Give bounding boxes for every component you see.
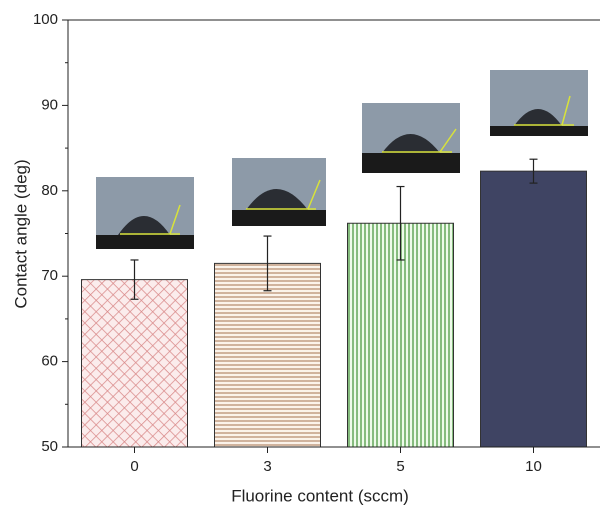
y-tick-label: 60 [41, 353, 58, 370]
y-tick-label: 90 [41, 96, 58, 113]
y-tick-label: 70 [41, 267, 58, 284]
inset-photo [96, 177, 194, 249]
x-tick-label: 3 [263, 458, 271, 475]
inset-photos [96, 70, 588, 249]
bar [480, 170, 587, 448]
x-tick-label: 10 [525, 458, 542, 475]
x-tick-label: 0 [130, 458, 138, 475]
y-tick-label: 80 [41, 182, 58, 199]
y-tick-label: 100 [33, 11, 58, 28]
x-axis-label: Fluorine content (sccm) [231, 486, 409, 505]
inset-photo [362, 103, 460, 173]
y-axis-label: Contact angle (deg) [11, 159, 30, 308]
y-tick-label: 50 [41, 438, 58, 455]
bar [214, 262, 321, 448]
inset-photo [232, 158, 326, 226]
bar [81, 279, 188, 448]
inset-photo [490, 70, 588, 136]
x-tick-label: 5 [396, 458, 404, 475]
